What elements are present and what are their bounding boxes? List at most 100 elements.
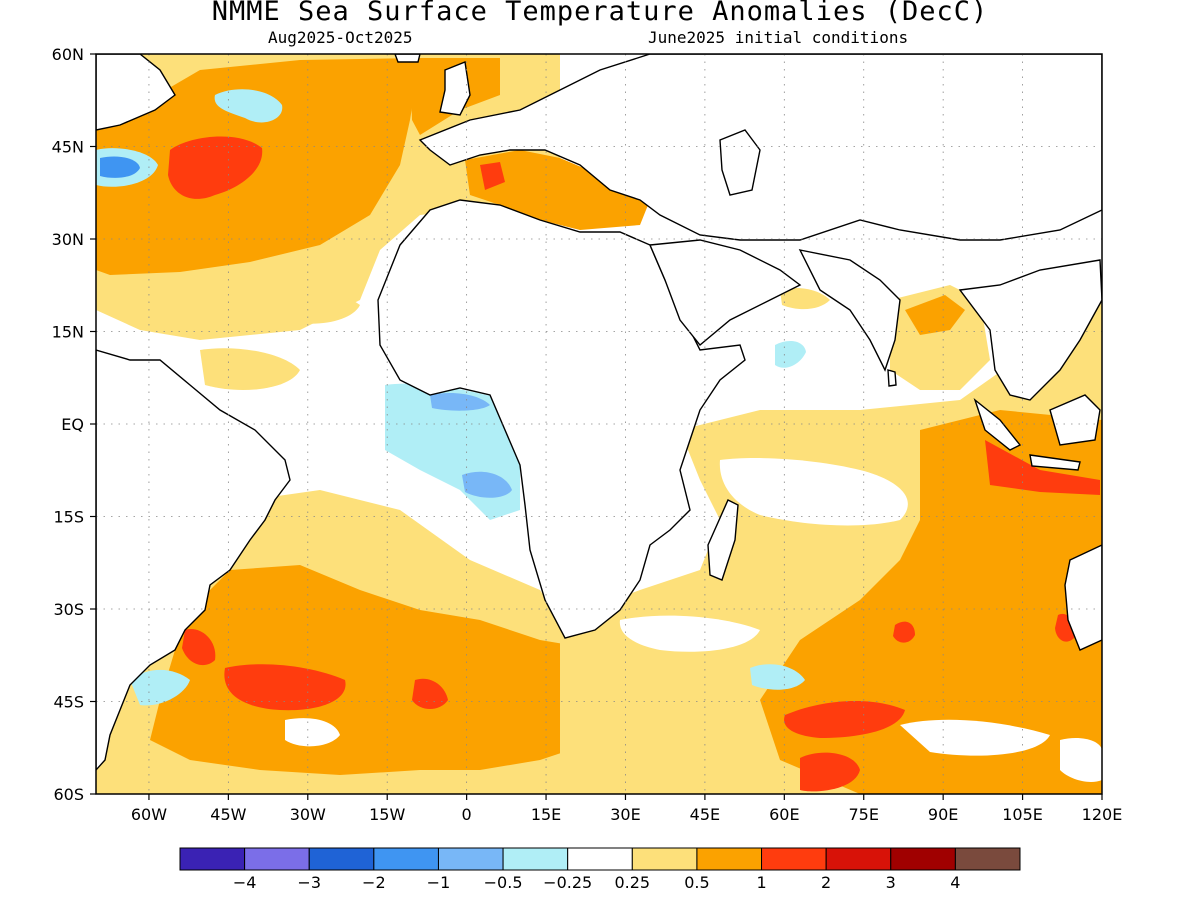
colorbar-swatch [308, 847, 375, 871]
colorbar: −4 −3 −2 −1 −0.5 −0.25 0.25 0.5 1 2 3 4 [179, 847, 1021, 892]
region-so-white [619, 615, 760, 652]
region-sa-orange [150, 565, 620, 775]
colorbar-label: −0.25 [543, 873, 592, 892]
x-tick-label: 75E [849, 805, 879, 824]
x-axis: 60W 45W 30W 15W 0 15E 30E 45E 60E 75E 90E 105E 120E [131, 794, 1122, 824]
initial-conditions: June2025 initial conditions [648, 28, 909, 47]
anomaly-field [96, 54, 1102, 794]
map-title: NMME Sea Surface Temperature Anomalies (… [211, 0, 989, 27]
sri-lanka [887, 369, 897, 387]
madagascar [707, 499, 739, 581]
colorbar-swatch [502, 847, 569, 871]
colorbar-label: 1 [756, 873, 766, 892]
region-sa-cool [130, 669, 190, 706]
region-so-white-2 [900, 719, 1050, 756]
colorbar-swatch [244, 847, 310, 871]
region-med [465, 150, 650, 230]
y-tick-label: 30N [52, 230, 84, 249]
colorbar-label: −4 [233, 873, 257, 892]
colorbar-swatch [825, 847, 892, 871]
colorbar-swatch [954, 847, 1021, 871]
region-so-hot-2 [800, 752, 860, 792]
africa [377, 199, 746, 639]
x-tick-label: 90E [928, 805, 958, 824]
gridlines [96, 54, 1102, 794]
colorbar-label: 0.25 [614, 873, 650, 892]
colorbar-swatch [437, 847, 504, 871]
sumatra [973, 397, 1022, 451]
colorbar-swatch [890, 847, 956, 871]
x-tick-label: 120E [1082, 805, 1123, 824]
colorbar-swatch [696, 847, 763, 871]
region-guinea-blue-2 [462, 471, 512, 498]
colorbar-label: −1 [427, 873, 451, 892]
region-so-cool [750, 664, 805, 690]
colorbar-label: 3 [886, 873, 896, 892]
colorbar-label: −2 [362, 873, 386, 892]
region-sa-hot-3 [412, 678, 448, 709]
forecast-period: Aug2025-Oct2025 [268, 28, 413, 47]
java [1029, 454, 1081, 471]
y-tick-label: 15N [52, 323, 84, 342]
colorbar-label: 2 [821, 873, 831, 892]
land [96, 54, 1102, 772]
x-tick-label: 15E [531, 805, 561, 824]
x-tick-label: 60W [131, 805, 167, 824]
region-so-white-3 [1060, 738, 1102, 782]
region-na-orange [96, 58, 420, 275]
colorbar-swatch [761, 847, 827, 871]
uk [439, 61, 471, 116]
south-america [96, 349, 291, 772]
region-io-white [719, 458, 908, 526]
x-tick-label: 0 [462, 805, 472, 824]
x-tick-label: 45E [690, 805, 720, 824]
y-axis: 60N 45N 30N 15N EQ 15S 30S 45S 60S [52, 45, 96, 804]
y-tick-label: 45S [53, 693, 84, 712]
iceland [394, 54, 421, 63]
colorbar-label: 0.5 [684, 873, 709, 892]
caspian [719, 129, 761, 196]
region-bay-bengal-o [905, 295, 965, 335]
y-tick-label: 45N [52, 138, 84, 157]
region-na-blue [100, 156, 140, 178]
india [798, 249, 901, 372]
europe [418, 54, 1102, 241]
region-io-hot [985, 440, 1100, 495]
colorbar-swatch [567, 847, 633, 871]
y-tick-label: 30S [53, 600, 84, 619]
australia [1064, 544, 1102, 651]
north-america [96, 54, 176, 131]
y-tick-label: EQ [61, 415, 84, 434]
colorbar-label: −3 [297, 873, 321, 892]
colorbar-label: 4 [950, 873, 960, 892]
x-tick-label: 15W [369, 805, 405, 824]
region-na-cool [214, 89, 283, 123]
region-guinea-blue [430, 393, 490, 411]
colorbar-swatch [179, 847, 246, 871]
region-med-hot [480, 162, 505, 190]
region-trop-atl-2 [270, 288, 360, 324]
x-tick-label: 105E [1002, 805, 1043, 824]
region-trop-atl-1 [200, 348, 300, 390]
region-arabian [780, 288, 830, 310]
x-tick-label: 30E [610, 805, 640, 824]
y-tick-label: 15S [53, 508, 84, 527]
colorbar-label: −0.5 [484, 873, 523, 892]
region-sa-hot-2 [182, 629, 216, 666]
region-so-hot [784, 700, 905, 738]
region-sa-hot [224, 664, 346, 711]
arabia [648, 239, 802, 346]
region-arab-cool [775, 340, 806, 368]
region-io-orange [760, 410, 1102, 794]
y-tick-label: 60N [52, 45, 84, 64]
colorbar-swatch [373, 847, 439, 871]
x-tick-label: 45W [210, 805, 246, 824]
region-sa-white [285, 718, 340, 747]
colorbar-swatch [631, 847, 698, 871]
y-tick-label: 60S [53, 785, 84, 804]
region-na-hot [168, 136, 263, 199]
region-io-hot-2 [893, 621, 915, 643]
x-tick-label: 30W [290, 805, 326, 824]
se-asia [958, 259, 1102, 401]
